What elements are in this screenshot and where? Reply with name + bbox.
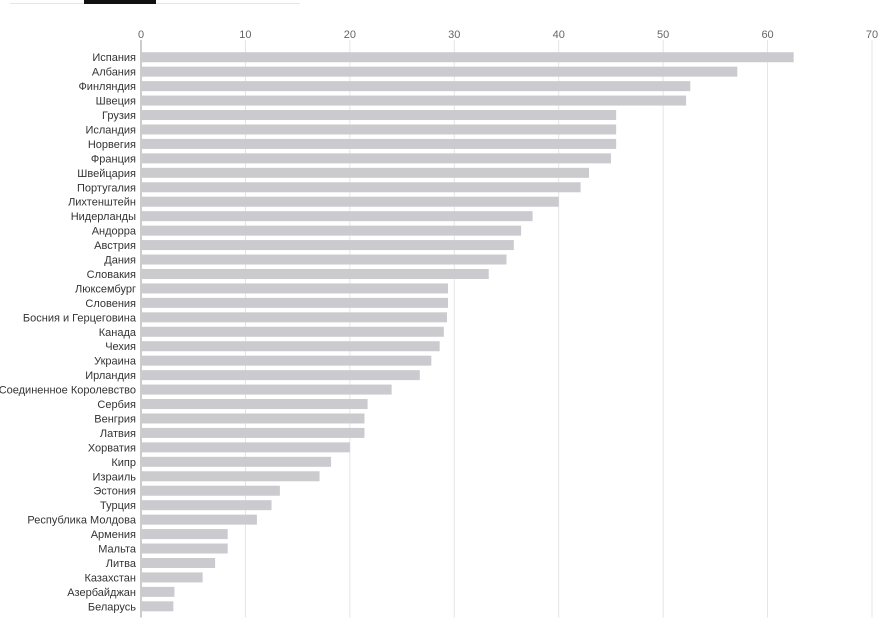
x-tick-label: 0 <box>138 29 144 41</box>
bar <box>142 297 449 308</box>
category-label: Сербия <box>97 399 136 411</box>
category-label: Андорра <box>92 226 137 238</box>
category-label: Албания <box>92 67 136 79</box>
x-tick-label: 70 <box>866 29 878 41</box>
category-label: Дания <box>104 255 136 267</box>
tab-strip <box>10 0 300 4</box>
category-label: Финляндия <box>78 81 136 93</box>
bar <box>142 167 589 178</box>
x-tick-label: 50 <box>657 29 669 41</box>
category-label: Беларусь <box>88 601 136 613</box>
category-label: Ирландия <box>85 370 136 382</box>
bar <box>142 153 611 164</box>
category-label: Словакия <box>87 269 136 281</box>
x-tick-label: 60 <box>761 29 773 41</box>
category-label: Хорватия <box>88 442 136 454</box>
category-label: Босния и Герцеговина <box>23 312 137 324</box>
bar <box>142 254 507 265</box>
category-label: Соединенное Королевство <box>0 385 136 397</box>
category-label: Мальта <box>98 544 137 556</box>
bar <box>142 557 216 568</box>
category-label: Грузия <box>102 110 136 122</box>
x-tick-label: 40 <box>553 29 565 41</box>
bar <box>142 456 332 467</box>
bar <box>142 326 444 337</box>
bar <box>142 52 794 63</box>
x-tick-label: 20 <box>344 29 356 41</box>
bar <box>142 427 365 438</box>
category-label: Франция <box>91 153 136 165</box>
bar <box>142 442 350 453</box>
bar <box>142 182 581 193</box>
category-label: Исландия <box>85 124 136 136</box>
bar <box>142 370 420 381</box>
bar <box>142 138 617 149</box>
category-label: Латвия <box>100 428 136 440</box>
category-label: Швеция <box>96 96 136 108</box>
bar <box>142 572 203 583</box>
category-label: Словения <box>85 298 136 310</box>
bar <box>142 283 449 294</box>
bar <box>142 601 174 612</box>
category-label: Казахстан <box>84 572 136 584</box>
category-label: Турция <box>100 500 136 512</box>
active-tab-indicator[interactable] <box>84 0 156 4</box>
bar <box>142 471 320 482</box>
bar <box>142 225 522 236</box>
category-label: Украина <box>94 356 137 368</box>
category-label: Лихтенштейн <box>68 197 136 209</box>
bar <box>142 66 738 77</box>
bar <box>142 240 514 251</box>
category-label: Австрия <box>94 240 136 252</box>
x-tick-label: 30 <box>448 29 460 41</box>
category-label: Норвегия <box>88 139 136 151</box>
category-label: Азербайджан <box>67 587 136 599</box>
category-label: Португалия <box>77 182 136 194</box>
bar <box>142 95 687 106</box>
bar <box>142 341 440 352</box>
bar <box>142 196 559 207</box>
category-label: Швейцария <box>77 168 136 180</box>
bar <box>142 110 617 121</box>
bar <box>142 413 365 424</box>
category-label: Армения <box>91 529 136 541</box>
x-tick-label: 10 <box>239 29 251 41</box>
category-label: Чехия <box>105 341 136 353</box>
category-label: Венгрия <box>94 413 136 425</box>
bar <box>142 211 533 222</box>
bar <box>142 81 691 92</box>
category-label: Люксембург <box>75 283 136 295</box>
category-label: Эстония <box>93 486 136 498</box>
bar <box>142 529 228 540</box>
category-label: Израиль <box>93 471 137 483</box>
bar <box>142 124 617 135</box>
bar <box>142 500 272 511</box>
bar <box>142 268 489 279</box>
category-label: Испания <box>92 52 136 64</box>
bar <box>142 312 447 323</box>
bar <box>142 514 257 525</box>
bar <box>142 586 175 597</box>
category-label: Кипр <box>111 457 136 469</box>
bar <box>142 543 228 554</box>
category-label: Республика Молдова <box>27 515 136 527</box>
bar <box>142 355 432 366</box>
category-label: Нидерланды <box>71 211 136 223</box>
category-label: Литва <box>106 558 137 570</box>
category-label: Канада <box>99 327 137 339</box>
bar <box>142 399 368 410</box>
bar <box>142 485 280 496</box>
bar <box>142 384 392 395</box>
